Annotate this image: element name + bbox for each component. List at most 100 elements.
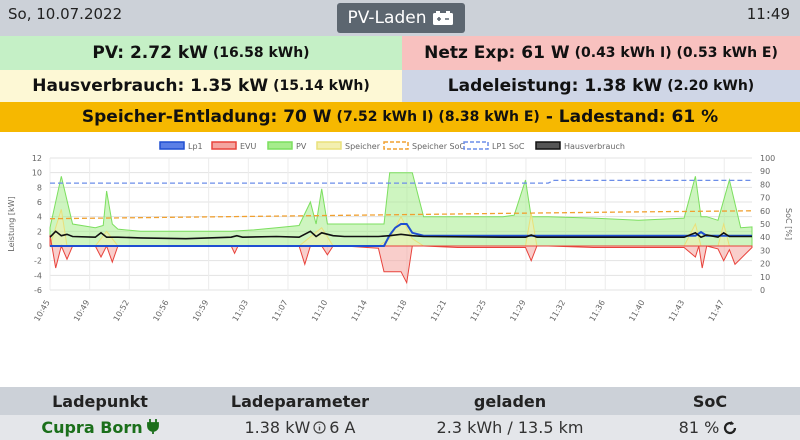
x-tick-label: 10:49 (72, 299, 91, 323)
x-tick-label: 11:21 (429, 299, 448, 323)
legend-label: Speicher SoC (412, 142, 465, 151)
x-tick-label: 11:47 (707, 299, 726, 323)
charge-current-value: 6 A (329, 418, 356, 437)
y-tick-label: -6 (34, 286, 42, 295)
legend-label: Speicher (345, 142, 381, 151)
charge-params-cell[interactable]: 1.38 kW 6 A (200, 415, 400, 440)
y2-tick-label: 0 (760, 286, 765, 295)
y2-tick-label: 70 (760, 194, 770, 203)
y-tick-label: -4 (34, 271, 42, 280)
legend-swatch (463, 141, 489, 150)
house-power: Hausverbrauch: 1.35 kW (32, 76, 269, 96)
storage-power: Speicher-Entladung: 70 W (81, 107, 332, 127)
soc-value: 81 % (678, 418, 720, 437)
legend-swatch (535, 141, 561, 150)
battery-charging-icon (432, 10, 454, 26)
power-chart[interactable]: -6 -4 -2 0 2 4 6 8 10 12 0 10 20 30 40 50 60 70 80 90 100 10:… (0, 136, 800, 386)
series-speicher-soc (49, 210, 753, 220)
y2-tick-label: 40 (760, 233, 770, 242)
x-tick-label: 11:07 (270, 299, 289, 323)
legend-label: EVU (240, 142, 257, 151)
y2-tick-label: 30 (760, 246, 770, 255)
grid-energy: (0.43 kWh I) (0.53 kWh E) (574, 45, 778, 61)
y-tick-label: 10 (32, 169, 42, 178)
chargepoint-name: Cupra Born (41, 418, 143, 437)
charge-mode-label: PV-Laden (347, 8, 427, 28)
storage-energy: (7.52 kWh I) (8.38 kWh E) (336, 109, 540, 125)
y-tick-label: 8 (37, 183, 42, 192)
series-evu (49, 234, 753, 285)
x-tick-label: 10:56 (151, 299, 170, 323)
x-tick-label: 11:43 (667, 299, 686, 323)
legend-label: PV (296, 142, 307, 151)
x-tick-label: 11:40 (627, 299, 646, 323)
table-row: Cupra Born 1.38 kW 6 A 2.3 kWh / 13.5 km… (0, 415, 800, 440)
x-tick-label: 11:29 (508, 299, 527, 323)
pv-summary: PV: 2.72 kW (16.58 kWh) (0, 36, 402, 70)
y-axis-label: Leistung [kW] (7, 196, 16, 251)
series-pv (49, 172, 753, 247)
charge-summary: Ladeleistung: 1.38 kW (2.20 kWh) (402, 70, 800, 102)
y2-tick-label: 20 (760, 260, 770, 269)
summary-row-3: Speicher-Entladung: 70 W (7.52 kWh I) (8… (0, 102, 800, 132)
charge-mode-button[interactable]: PV-Laden (337, 3, 465, 33)
power-chart-svg: -6 -4 -2 0 2 4 6 8 10 12 0 10 20 30 40 50 60 70 80 90 100 10:… (7, 141, 793, 323)
storage-level: - Ladestand: 61 % (545, 107, 719, 127)
legend-label: Hausverbrauch (564, 142, 625, 151)
grid-summary: Netz Exp: 61 W (0.43 kWh I) (0.53 kWh E) (402, 36, 800, 70)
chargepoint-table-header: Ladepunkt Ladeparameter geladen SoC (0, 387, 800, 415)
y2-axis-label: SoC [%] (784, 208, 793, 240)
y2-tick-label: 80 (760, 180, 770, 189)
y-tick-label: 0 (37, 242, 42, 251)
x-tick-label: 10:52 (112, 299, 131, 323)
info-icon (313, 421, 326, 434)
legend-swatch (159, 141, 185, 150)
charge-power-value: 1.38 kW (244, 418, 311, 437)
storage-summary: Speicher-Entladung: 70 W (7.52 kWh I) (8… (0, 102, 800, 132)
chargepoint-cell: Cupra Born (0, 415, 200, 440)
legend-swatch (383, 141, 409, 150)
x-tick-label: 11:10 (310, 299, 329, 323)
y2-tick-label: 60 (760, 207, 770, 216)
y2-tick-label: 50 (760, 220, 770, 229)
charged-cell: 2.3 kWh / 13.5 km (436, 418, 584, 437)
series-lp1-soc (50, 179, 752, 184)
charge-energy: (2.20 kWh) (667, 78, 755, 94)
x-tick-label: 11:36 (588, 299, 607, 323)
y-tick-label: 2 (37, 227, 42, 236)
legend-swatch (316, 141, 342, 150)
series-hausverbrauch (49, 230, 752, 240)
y-tick-label: -2 (34, 257, 42, 266)
summary-row-1: PV: 2.72 kW (16.58 kWh) Netz Exp: 61 W (… (0, 36, 800, 70)
x-tick-label: 11:25 (469, 299, 488, 323)
time-label: 11:49 (746, 5, 790, 23)
top-bar: So, 10.07.2022 PV-Laden 11:49 (0, 0, 800, 36)
header-ladepunkt: Ladepunkt (52, 391, 148, 411)
house-summary: Hausverbrauch: 1.35 kW (15.14 kWh) (0, 70, 402, 102)
charge-power: Ladeleistung: 1.38 kW (447, 76, 663, 96)
header-soc: SoC (692, 391, 728, 411)
header-geladen: geladen (473, 391, 547, 411)
plug-icon (146, 418, 159, 438)
chargepoint-name-button[interactable]: Cupra Born (41, 418, 159, 438)
x-tick-label: 10:59 (191, 299, 210, 323)
legend-label: LP1 SoC (492, 142, 525, 151)
header-ladeparameter: Ladeparameter (230, 391, 370, 411)
date-label: So, 10.07.2022 (8, 5, 123, 23)
y-tick-label: 12 (32, 154, 42, 163)
x-tick-label: 10:45 (32, 299, 51, 323)
summary-row-2: Hausverbrauch: 1.35 kW (15.14 kWh) Ladel… (0, 70, 800, 102)
pv-power: PV: 2.72 kW (92, 43, 208, 63)
grid-power: Netz Exp: 61 W (424, 43, 570, 63)
y-tick-label: 4 (37, 213, 42, 222)
x-tick-label: 11:03 (231, 299, 250, 323)
legend-label: Lp1 (188, 142, 203, 151)
pv-energy: (16.58 kWh) (212, 45, 310, 61)
y2-tick-label: 100 (760, 154, 775, 163)
y2-tick-label: 90 (760, 167, 770, 176)
legend-swatch (267, 141, 293, 150)
legend-swatch (211, 141, 237, 150)
x-tick-label: 11:18 (389, 299, 408, 323)
y2-tick-label: 10 (760, 273, 770, 282)
refresh-icon[interactable] (722, 420, 738, 436)
